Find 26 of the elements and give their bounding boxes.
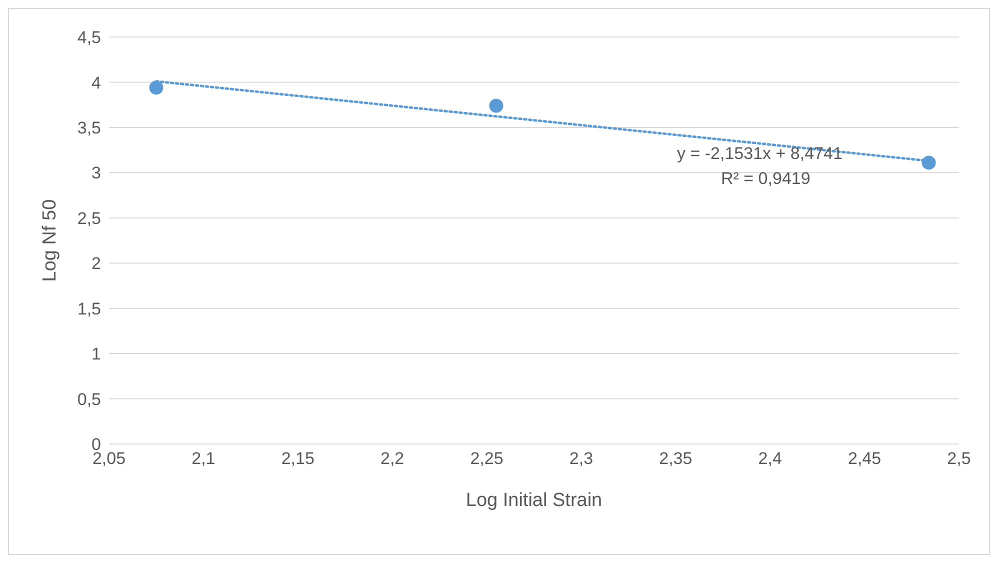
x-axis-title: Log Initial Strain (466, 490, 602, 511)
y-tick-label: 0,5 (77, 390, 101, 409)
y-tick-label: 1 (92, 344, 101, 364)
point (489, 98, 504, 113)
x-tick-label: 2,2 (380, 449, 404, 468)
x-tick-label: 2,15 (281, 449, 314, 468)
y-tick-label: 4 (92, 73, 101, 92)
x-tick-label: 2,4 (758, 449, 782, 468)
y-axis-title: Log Nf 50 (40, 199, 61, 282)
y-tick-label: 4,5 (77, 28, 101, 48)
y-tick-label: 3,5 (77, 118, 101, 138)
x-tick-label: 2,3 (569, 449, 594, 468)
x-tick-label: 2,45 (848, 449, 882, 468)
annotation: R² = 0,9419 (721, 169, 810, 189)
x-tick-label: 2,35 (659, 449, 692, 468)
x-tick-label: 2,05 (92, 449, 126, 468)
x-tick-label: 2,25 (470, 449, 504, 468)
point (922, 156, 936, 170)
y-tick-label: 2 (92, 254, 101, 274)
y-tick-label: 1,5 (77, 299, 101, 318)
x-tick-label: 2,1 (192, 449, 216, 468)
annotation: y = -2,1531x + 8,4741 (677, 144, 842, 164)
point (149, 80, 164, 95)
y-tick-label: 2,5 (77, 208, 101, 228)
x-tick-label: 2,5 (947, 449, 971, 468)
y-tick-label: 3 (92, 164, 101, 183)
